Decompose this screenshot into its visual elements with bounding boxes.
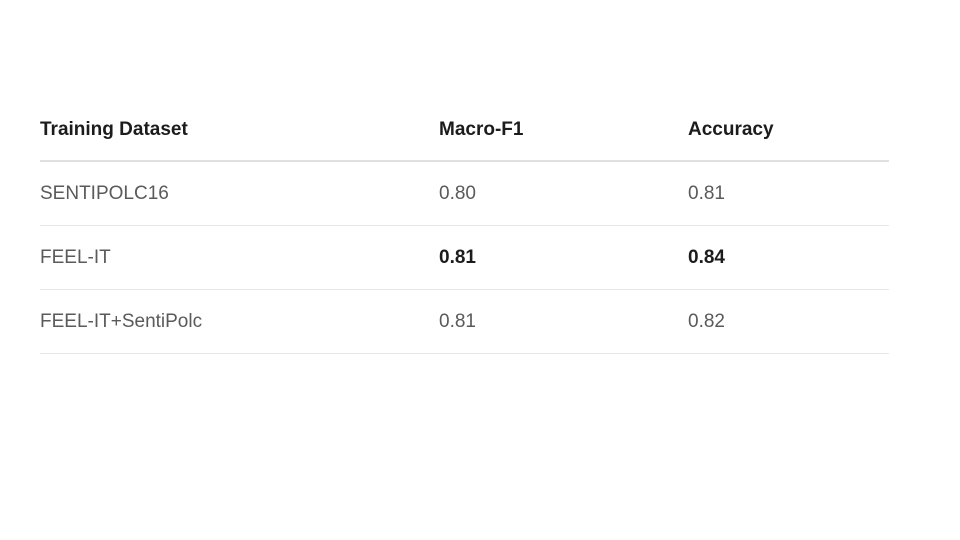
table-row: FEEL-IT+SentiPolc 0.81 0.82 bbox=[40, 289, 889, 354]
table-row: SENTIPOLC16 0.80 0.81 bbox=[40, 161, 889, 226]
header-macro-f1: Macro-F1 bbox=[439, 100, 688, 162]
results-table-container: Training Dataset Macro-F1 Accuracy SENTI… bbox=[40, 100, 889, 354]
table-header-row: Training Dataset Macro-F1 Accuracy bbox=[40, 100, 889, 162]
cell-macro-f1: 0.81 bbox=[439, 289, 688, 354]
header-training-dataset: Training Dataset bbox=[40, 100, 439, 162]
header-accuracy: Accuracy bbox=[688, 100, 889, 162]
cell-dataset: SENTIPOLC16 bbox=[40, 161, 439, 226]
cell-macro-f1: 0.81 bbox=[439, 225, 688, 290]
results-table: Training Dataset Macro-F1 Accuracy SENTI… bbox=[40, 100, 889, 354]
cell-accuracy: 0.82 bbox=[688, 289, 889, 354]
cell-dataset: FEEL-IT+SentiPolc bbox=[40, 289, 439, 354]
table-row: FEEL-IT 0.81 0.84 bbox=[40, 225, 889, 290]
cell-accuracy: 0.81 bbox=[688, 161, 889, 226]
cell-macro-f1: 0.80 bbox=[439, 161, 688, 226]
cell-accuracy: 0.84 bbox=[688, 225, 889, 290]
cell-dataset: FEEL-IT bbox=[40, 225, 439, 290]
